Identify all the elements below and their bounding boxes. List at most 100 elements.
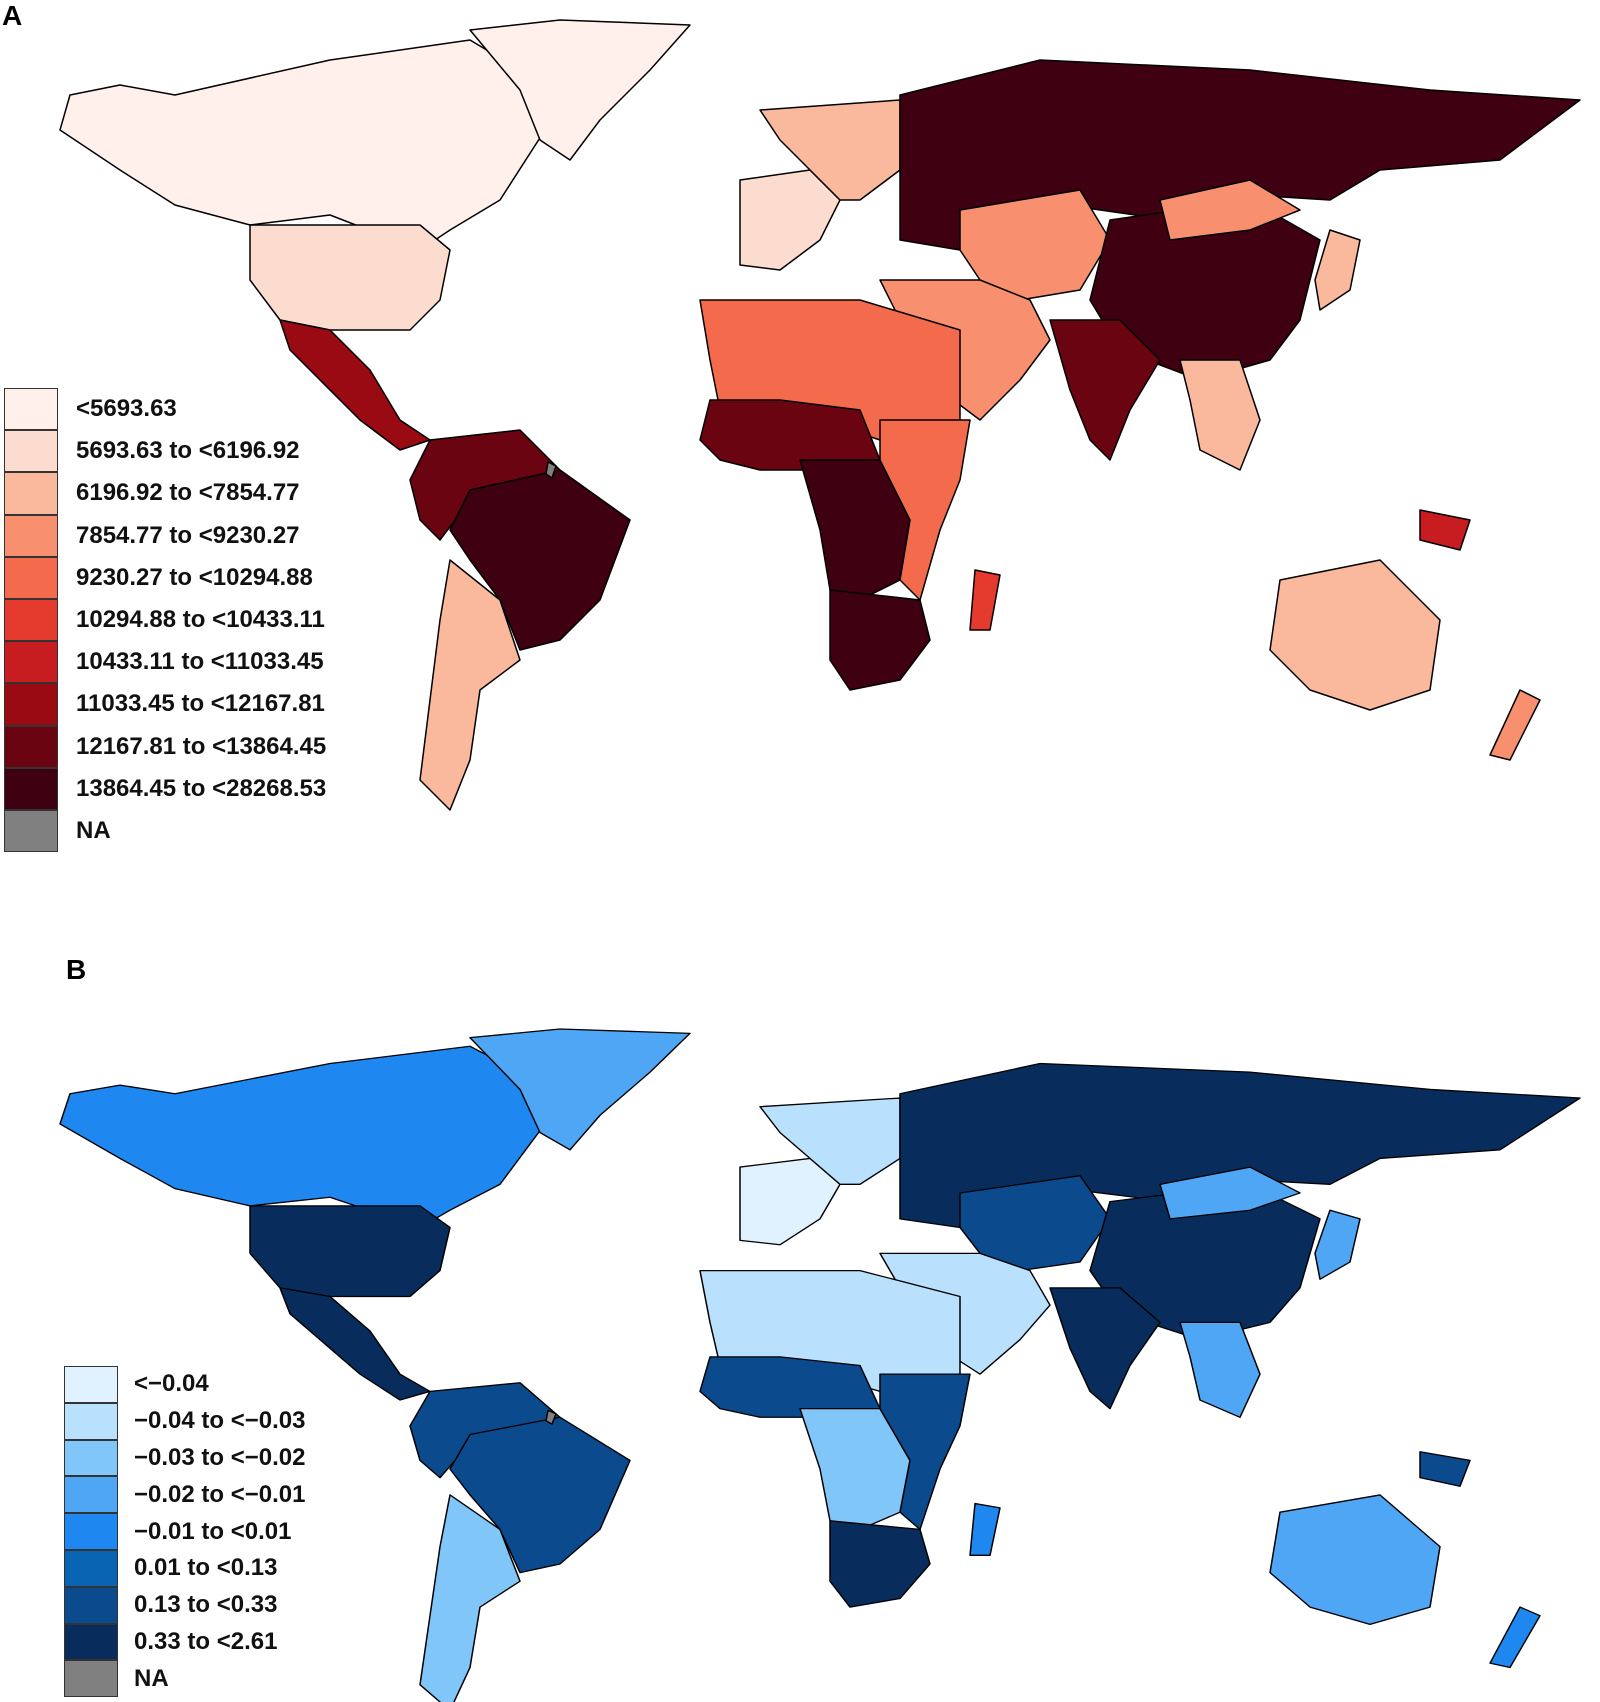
legend-item: −0.03 to <−0.02 xyxy=(64,1439,306,1477)
legend-swatch xyxy=(4,556,58,599)
legend-item: 0.33 to <2.61 xyxy=(64,1623,305,1661)
panel-b-label: B xyxy=(66,954,87,985)
world-map-b xyxy=(59,1028,1581,1702)
legend-b: <−0.04 −0.04 to <−0.03 −0.03 to <−0.02 −0.0… xyxy=(64,1366,306,1698)
legend-swatch xyxy=(64,1660,118,1698)
region-mongolia xyxy=(1159,179,1301,241)
region-central-asia xyxy=(959,1175,1111,1272)
legend-a: <5693.63 5693.63 to <6196.92 6196.92 to <7… xyxy=(4,388,327,853)
legend-swatch xyxy=(4,514,58,557)
legend-item: 6196.92 to <7854.77 xyxy=(4,472,326,515)
region-new-zealand xyxy=(1489,689,1541,761)
legend-label: <−0.04 xyxy=(134,1370,209,1398)
legend-label: −0.01 to <0.01 xyxy=(134,1517,292,1545)
legend-swatch xyxy=(4,683,58,726)
region-south-asia xyxy=(1049,1287,1161,1410)
region-mexico-central-america xyxy=(279,1287,431,1401)
region-australia xyxy=(1269,1494,1441,1625)
region-north-america xyxy=(59,1045,546,1229)
legend-label: 6196.92 to <7854.77 xyxy=(76,479,300,507)
region-na xyxy=(545,461,557,479)
region-new-zealand xyxy=(1489,1606,1541,1669)
legend-label: NA xyxy=(134,1664,169,1692)
legend-item: 10433.11 to <11033.45 xyxy=(4,641,326,684)
region-mexico-central-america xyxy=(279,319,431,451)
legend-item: 7854.77 to <9230.27 xyxy=(4,514,326,557)
legend-item: 12167.81 to <13864.45 xyxy=(4,725,327,768)
region-brazil xyxy=(449,469,631,651)
legend-item: NA xyxy=(4,809,326,853)
legend-swatch xyxy=(4,809,58,853)
legend-label: −0.03 to <−0.02 xyxy=(134,1443,306,1471)
region-southern-cone xyxy=(419,1494,521,1702)
region-mongolia xyxy=(1159,1166,1301,1220)
region-central-asia xyxy=(959,189,1111,301)
region-southern-cone xyxy=(419,559,521,811)
region-southeast-asia xyxy=(1179,359,1261,471)
legend-item: 10294.88 to <10433.11 xyxy=(4,598,326,642)
legend-swatch xyxy=(4,430,58,473)
legend-label: 0.01 to <0.13 xyxy=(134,1554,278,1582)
region-brazil xyxy=(449,1416,631,1574)
legend-swatch xyxy=(64,1513,118,1550)
region-south-asia xyxy=(1049,319,1161,461)
legend-swatch xyxy=(64,1623,118,1661)
legend-swatch xyxy=(4,388,58,431)
legend-label: 0.33 to <2.61 xyxy=(134,1627,278,1655)
legend-item: −0.01 to <0.01 xyxy=(64,1513,305,1550)
legend-swatch xyxy=(4,767,58,810)
legend-item: NA xyxy=(64,1660,305,1698)
legend-swatch xyxy=(64,1586,118,1624)
panel-a: A <5693.63 5693.63 to <6196.92 6196.92 to … xyxy=(2,0,1581,853)
legend-label: −0.04 to <−0.03 xyxy=(134,1407,306,1435)
region-southern-africa xyxy=(829,1520,931,1608)
legend-label: 11033.45 to <12167.81 xyxy=(76,690,325,718)
legend-item: 13864.45 to <28268.53 xyxy=(4,767,327,810)
region-north-america xyxy=(59,39,546,251)
region-greenland xyxy=(469,19,691,161)
region-australia xyxy=(1269,559,1441,711)
legend-item: <−0.04 xyxy=(64,1366,305,1403)
legend-swatch xyxy=(4,641,58,684)
legend-item: 9230.27 to <10294.88 xyxy=(4,556,326,599)
panel-a-label: A xyxy=(2,0,23,31)
legend-label: <5693.63 xyxy=(76,395,177,423)
region-madagascar xyxy=(969,1502,1001,1556)
legend-label: 12167.81 to <13864.45 xyxy=(76,732,327,760)
legend-swatch xyxy=(64,1366,118,1403)
legend-swatch xyxy=(64,1549,118,1587)
legend-swatch xyxy=(64,1476,118,1514)
legend-label: 5693.63 to <6196.92 xyxy=(76,437,300,465)
panel-b: B <−0.04 −0.04 to <−0.03 −0.03 to <−0.02 −0… xyxy=(0,954,1600,1702)
region-papua xyxy=(1419,509,1471,551)
legend-item: 0.01 to <0.13 xyxy=(64,1549,305,1587)
legend-item: −0.02 to <−0.01 xyxy=(64,1476,306,1514)
region-greenland xyxy=(469,1028,691,1151)
legend-swatch xyxy=(64,1439,118,1477)
legend-label: −0.02 to <−0.01 xyxy=(134,1480,306,1508)
region-japan xyxy=(1314,1209,1361,1280)
legend-item: −0.04 to <−0.03 xyxy=(64,1402,306,1440)
region-papua xyxy=(1419,1451,1471,1487)
legend-label: 13864.45 to <28268.53 xyxy=(76,774,327,802)
region-southeast-asia xyxy=(1179,1321,1261,1418)
legend-item: 5693.63 to <6196.92 xyxy=(4,430,326,473)
legend-item: 11033.45 to <12167.81 xyxy=(4,683,326,726)
world-map-a xyxy=(59,19,1581,811)
region-madagascar xyxy=(969,569,1001,631)
region-southern-africa xyxy=(829,589,931,691)
region-usa xyxy=(249,1205,451,1298)
legend-label: 9230.27 to <10294.88 xyxy=(76,563,313,591)
region-japan xyxy=(1314,229,1361,311)
legend-swatch xyxy=(4,725,58,768)
region-usa xyxy=(249,224,451,331)
legend-label: 10294.88 to <10433.11 xyxy=(76,606,325,634)
legend-item: <5693.63 xyxy=(4,388,326,431)
legend-label: NA xyxy=(76,816,111,844)
legend-label: 0.13 to <0.33 xyxy=(134,1591,278,1619)
legend-item: 0.13 to <0.33 xyxy=(64,1586,305,1624)
legend-label: 10433.11 to <11033.45 xyxy=(76,648,324,676)
region-na xyxy=(545,1409,557,1425)
legend-swatch xyxy=(64,1402,118,1440)
legend-label: 7854.77 to <9230.27 xyxy=(76,521,300,549)
